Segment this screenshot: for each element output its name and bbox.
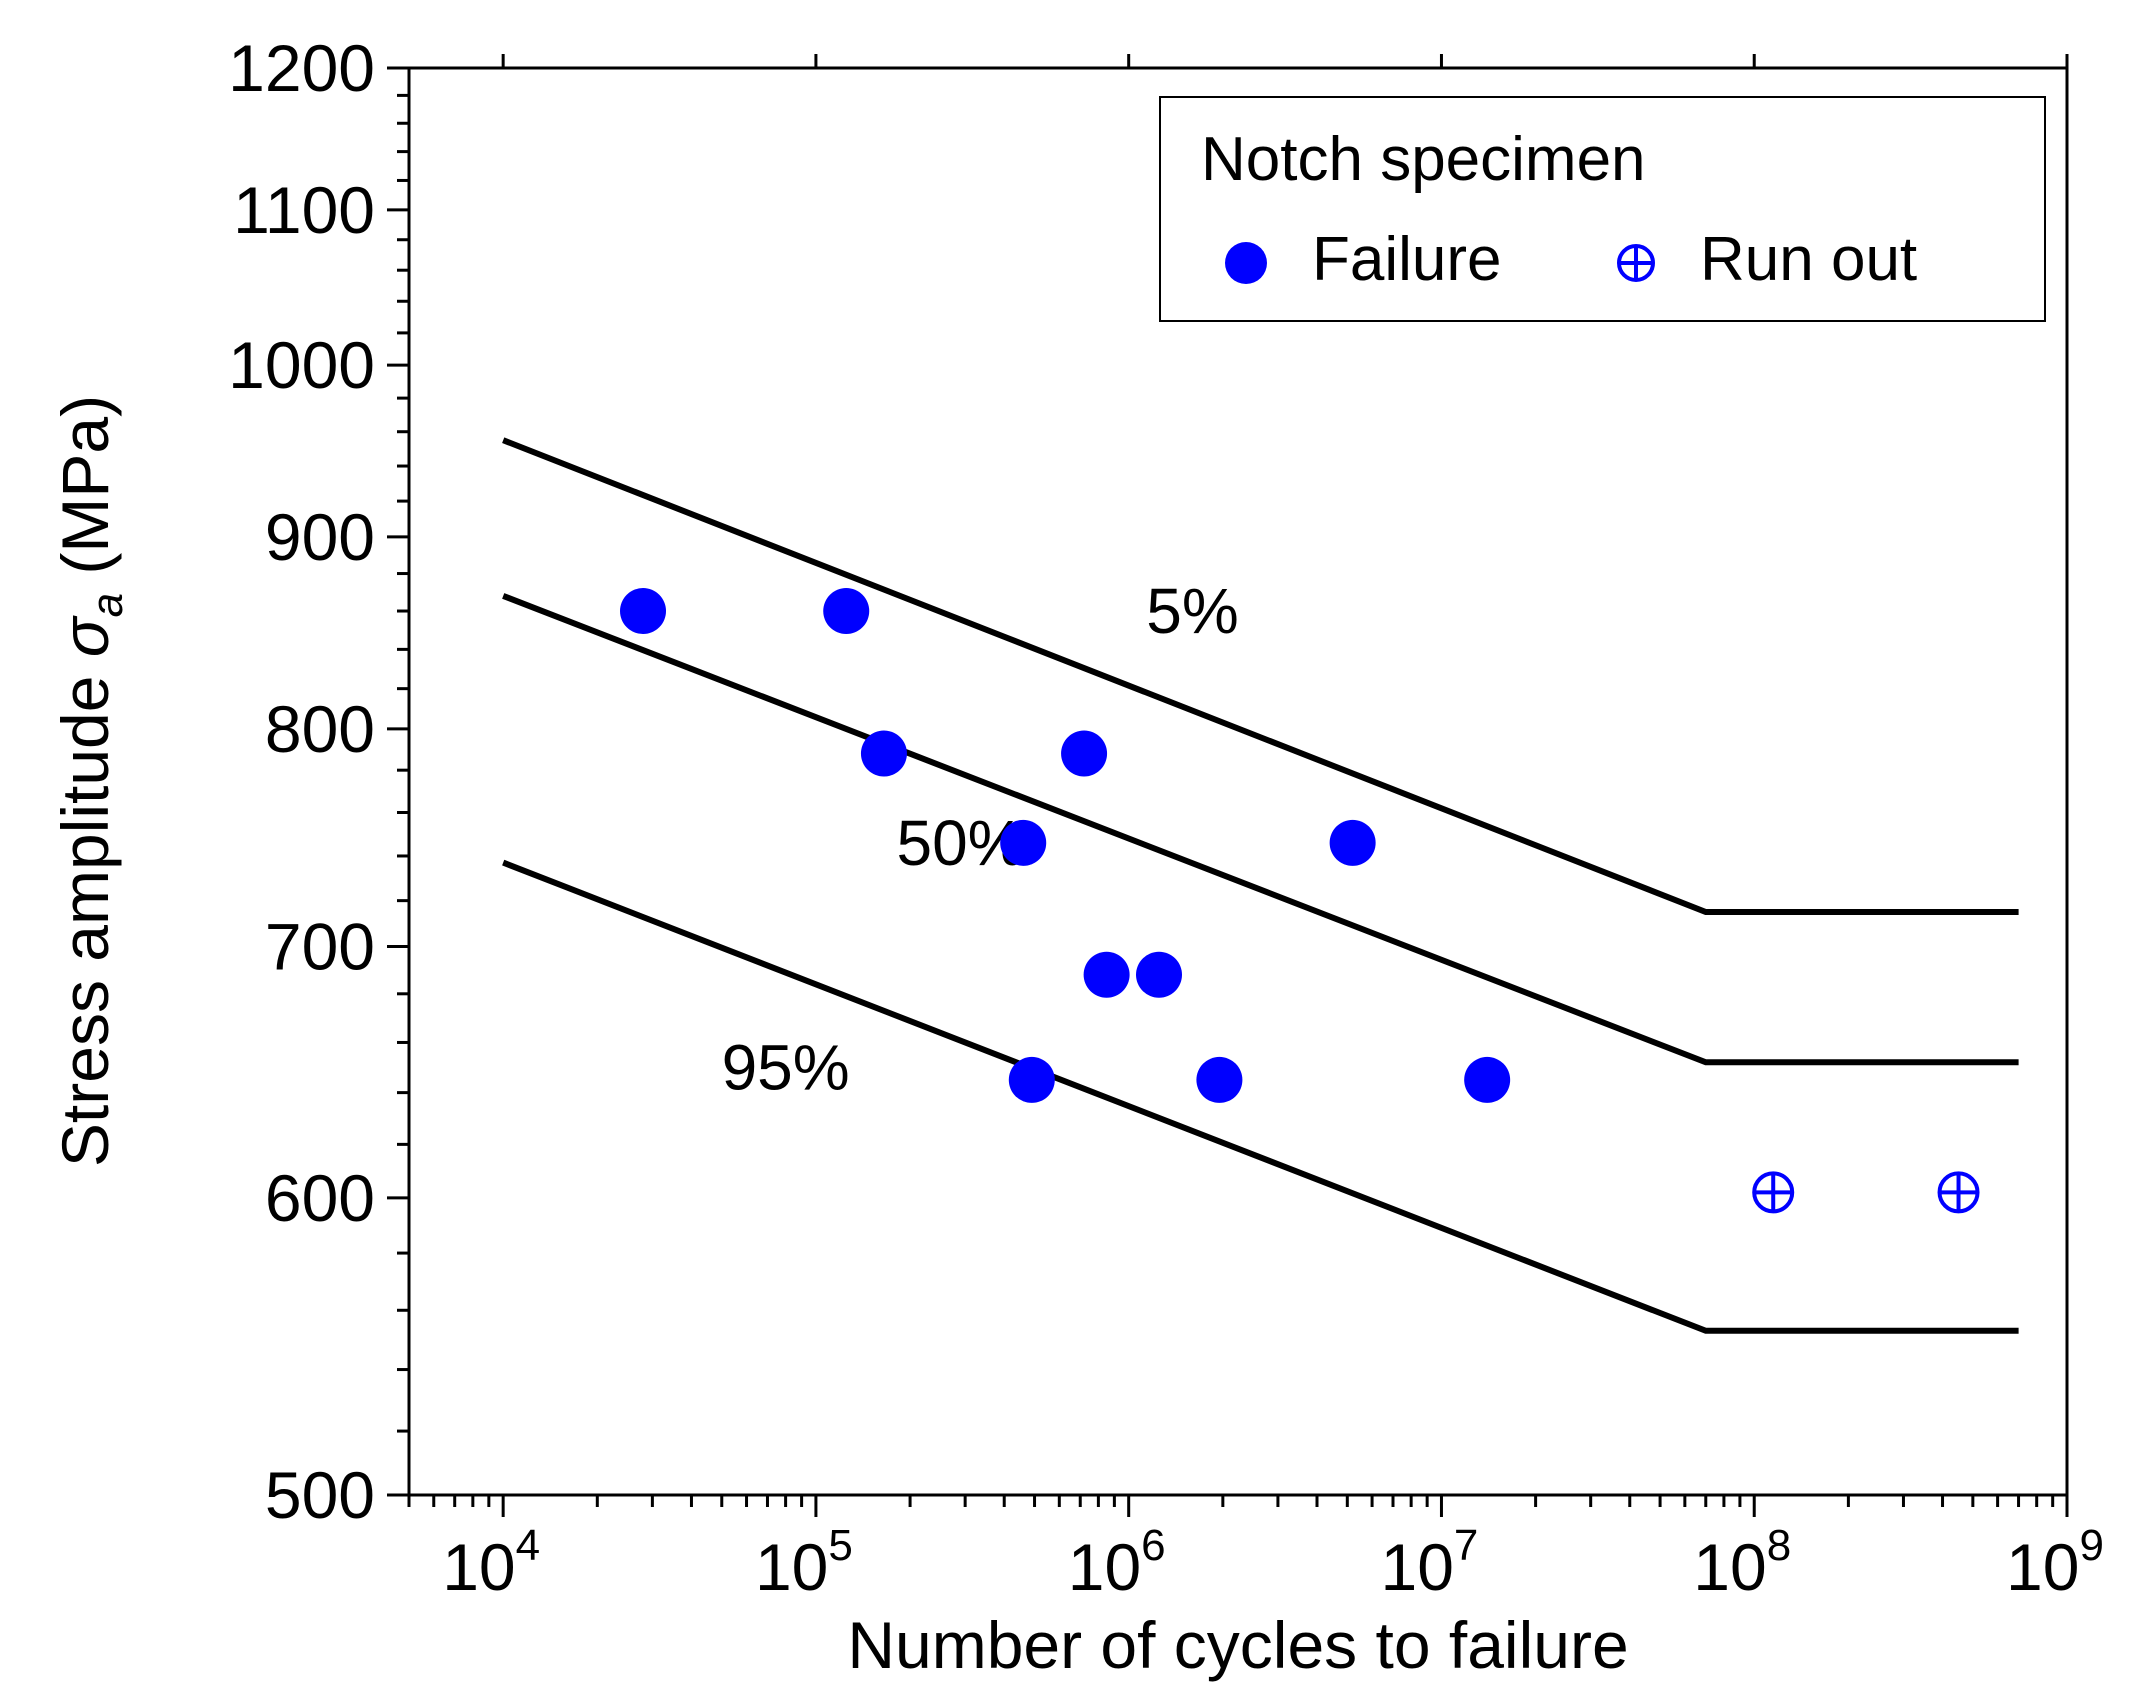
axes-layer: 104 105 106 107 108 109 500 600 700 800 900 1000 110… — [228, 31, 2104, 1604]
x-tick-label: 107 — [1381, 1521, 1479, 1604]
failure-point — [1000, 819, 1047, 866]
failure-point — [1136, 951, 1183, 998]
legend-failure-marker — [1225, 242, 1267, 284]
x-tick-label: 106 — [1068, 1521, 1166, 1604]
y-tick-label: 500 — [265, 1458, 375, 1532]
y-tick-label: 600 — [265, 1161, 375, 1235]
legend-box — [1159, 96, 2046, 322]
y-axis-title: Stress amplitude σa (MPa) — [48, 395, 132, 1167]
failure-point — [860, 730, 907, 777]
curve-label-95pct: 95% — [722, 1031, 850, 1103]
legend-failure-label: Failure — [1312, 225, 1502, 294]
curve-50pct — [502, 593, 2019, 1066]
x-tick-label: 109 — [2006, 1521, 2104, 1604]
legend-runout-marker — [1617, 244, 1655, 282]
x-tick-label: 108 — [1693, 1521, 1791, 1604]
failure-point — [823, 588, 870, 635]
failure-point — [1329, 819, 1376, 866]
runout-point — [1937, 1171, 1980, 1214]
legend-runout-label: Run out — [1700, 225, 1917, 294]
failure-point — [1083, 951, 1130, 998]
legend-title: Notch specimen — [1201, 125, 1646, 194]
curve-95pct — [502, 859, 2019, 1334]
y-tick-label: 700 — [265, 910, 375, 984]
failure-point — [1008, 1056, 1055, 1103]
runout-point — [1752, 1171, 1795, 1214]
curve-label-5pct: 5% — [1146, 575, 1239, 647]
y-tick-label: 1100 — [233, 173, 375, 247]
x-tick-label: 105 — [755, 1521, 853, 1604]
failure-point — [1061, 730, 1108, 777]
failure-point — [1196, 1056, 1243, 1103]
y-tick-label: 800 — [265, 692, 375, 766]
y-tick-label: 1200 — [228, 31, 375, 105]
y-tick-label: 1000 — [228, 328, 375, 402]
x-tick-label: 104 — [442, 1521, 540, 1604]
y-tick-label: 900 — [265, 500, 375, 574]
failure-point — [620, 588, 667, 635]
plot-frame — [407, 66, 2069, 1497]
legend: Notch specimen Failure Run out — [1159, 96, 2046, 322]
curve-5pct — [502, 437, 2019, 915]
points-layer — [620, 588, 1980, 1214]
failure-point — [1464, 1056, 1511, 1103]
x-axis-title: Number of cycles to failure — [847, 1608, 1628, 1682]
